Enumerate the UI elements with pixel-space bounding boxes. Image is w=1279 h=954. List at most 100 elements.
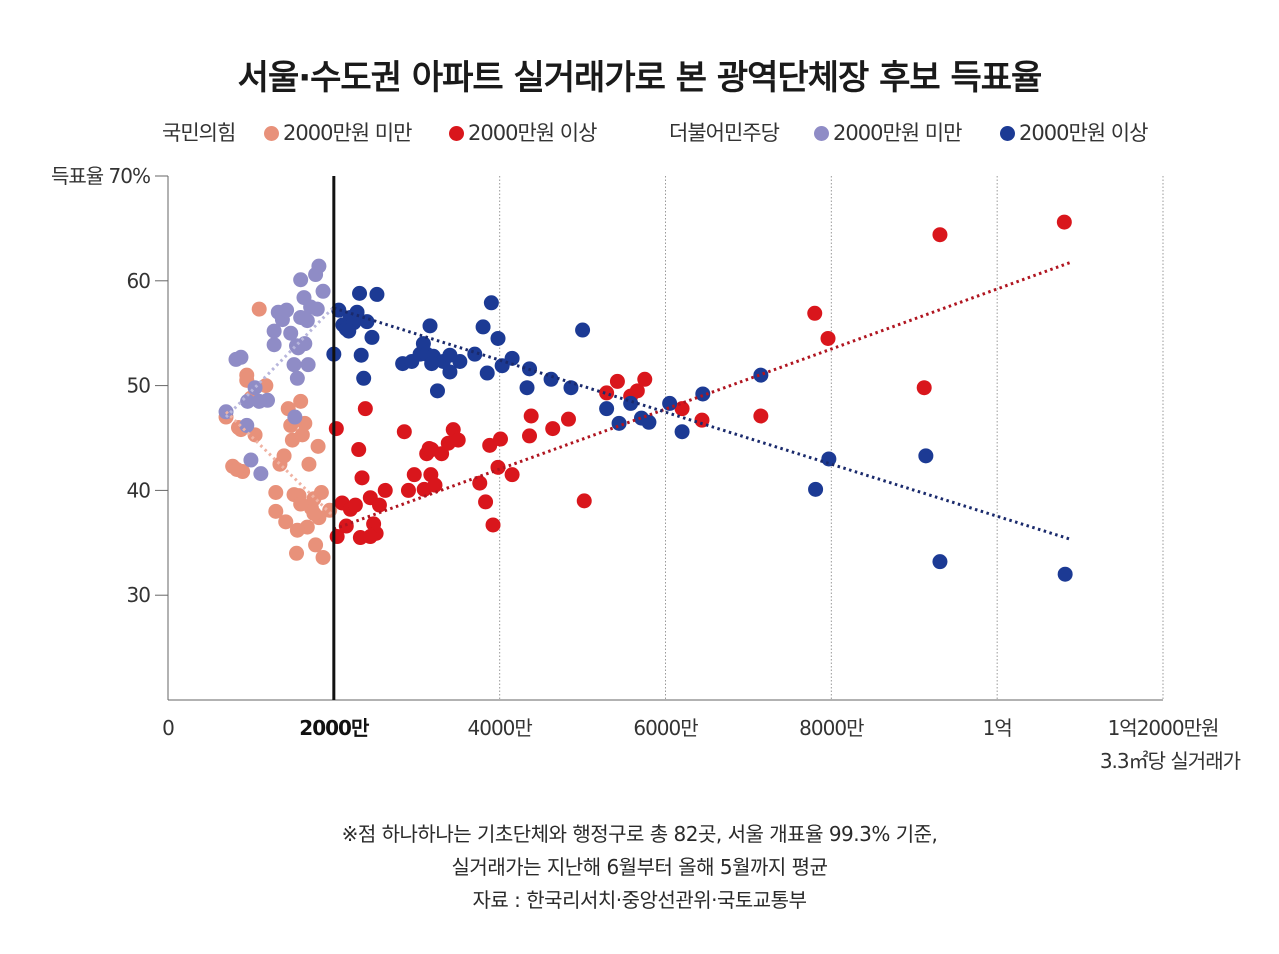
point-s3-36 [599, 401, 615, 417]
x-tick-label-5: 1억 [983, 716, 1012, 740]
point-s1-38 [599, 385, 615, 401]
point-s1-48 [916, 380, 932, 396]
legend-label-ppp-below: 2000만원 미만 [283, 121, 412, 145]
point-s2-25 [299, 313, 315, 329]
point-s2-30 [266, 323, 282, 339]
axis-labels: 30 40 50 60 득표율 70% 0 2000만 4000만 6000만 8000만 1억 1억… [51, 164, 1242, 773]
point-s0-26 [293, 393, 309, 409]
trend-lines [224, 176, 1073, 700]
point-s1-44 [694, 412, 710, 428]
point-s3-34 [563, 380, 579, 396]
point-s0-18 [294, 427, 310, 443]
legend-dot-ppp-above [449, 126, 464, 141]
legend-label-ppp-above: 2000만원 이상 [468, 121, 597, 145]
legend-item-dp-above: 2000만원 이상 [1000, 117, 1148, 147]
point-s1-11 [371, 497, 387, 513]
series-1 [328, 214, 1072, 546]
point-s2-26 [309, 301, 325, 317]
y-tick-label-0: 30 [127, 583, 151, 607]
point-s1-14 [400, 482, 416, 498]
point-s1-49 [932, 227, 948, 243]
trend-line-1 [333, 260, 1073, 531]
point-s1-41 [629, 383, 645, 399]
series-3 [326, 285, 1073, 582]
point-s2-24 [289, 370, 305, 386]
point-s0-30 [306, 505, 322, 521]
point-s1-25 [450, 432, 466, 448]
point-s2-15 [293, 272, 309, 288]
point-s3-11 [364, 329, 380, 345]
y-tick-label-3: 60 [127, 269, 151, 293]
point-s1-51 [328, 421, 344, 437]
point-s1-21 [427, 477, 443, 493]
point-s3-44 [753, 367, 769, 383]
x-tick-label-1: 2000만 [299, 716, 370, 740]
point-s3-42 [674, 424, 690, 440]
point-s2-20 [311, 258, 327, 274]
point-s3-43 [695, 386, 711, 402]
point-s1-45 [753, 408, 769, 424]
point-s3-37 [611, 415, 627, 431]
point-s0-16 [289, 545, 305, 561]
point-s2-8 [266, 337, 282, 353]
point-s0-12 [268, 484, 284, 500]
point-s2-11 [279, 302, 295, 318]
point-s0-14 [278, 514, 294, 530]
footnote-line-2: 실거래가는 지난해 6월부터 올해 5월까지 평균 [451, 855, 828, 879]
point-s3-40 [641, 414, 657, 430]
point-s3-49 [1057, 566, 1073, 582]
point-s1-37 [576, 493, 592, 509]
point-s1-29 [485, 517, 501, 533]
point-s1-26 [472, 475, 488, 491]
legend-item-dp-below: 2000만원 미만 [814, 117, 962, 147]
point-s1-36 [560, 411, 576, 427]
point-s1-4 [347, 497, 363, 513]
point-s3-35 [575, 322, 591, 338]
point-s2-2 [233, 349, 249, 365]
point-s1-34 [523, 408, 539, 424]
point-s1-35 [545, 421, 561, 437]
point-s2-29 [251, 393, 267, 409]
point-s1-50 [1056, 214, 1072, 230]
point-s3-46 [821, 451, 837, 467]
point-s3-8 [353, 347, 369, 363]
point-s3-7 [352, 285, 368, 301]
x-tick-label-4: 8000만 [799, 716, 864, 740]
point-s3-12 [369, 286, 385, 302]
x-axis-title: 3.3㎡당 실거래가 [1100, 749, 1241, 773]
point-s0-23 [315, 549, 331, 565]
point-s3-22 [442, 364, 458, 380]
point-s1-33 [522, 428, 538, 444]
x-tick-label-2: 4000만 [468, 716, 533, 740]
trend-line-2 [224, 305, 335, 419]
point-s2-5 [247, 380, 263, 396]
point-s1-53 [362, 529, 378, 545]
point-s3-38 [623, 395, 639, 411]
point-s3-26 [479, 365, 495, 381]
point-s1-7 [357, 401, 373, 417]
point-s1-39 [609, 373, 625, 389]
legend-label-dp-below: 2000만원 미만 [833, 121, 962, 145]
chart-title: 서울·수도권 아파트 실거래가로 본 광역단체장 후보 득표율 [237, 58, 1043, 98]
x-tick-label-6: 1억2000만원 [1108, 716, 1219, 740]
legend-dot-dp-above [1000, 126, 1015, 141]
legend-dot-dp-below [814, 126, 829, 141]
legend: 국민의힘 2000만원 미만 2000만원 이상 더불어민주당 2000만원 미… [0, 117, 1279, 147]
point-s0-37 [276, 448, 292, 464]
point-s3-6 [349, 304, 365, 320]
point-s0-35 [313, 484, 329, 500]
point-s3-47 [918, 448, 934, 464]
point-s2-4 [243, 452, 259, 468]
point-s1-6 [354, 470, 370, 486]
point-s3-31 [519, 380, 535, 396]
legend-item-ppp-above: 2000만원 이상 [449, 117, 597, 147]
point-s3-27 [483, 295, 499, 311]
point-s1-27 [478, 494, 494, 510]
point-s0-7 [251, 301, 267, 317]
y-tick-label-1: 40 [127, 478, 151, 502]
point-s0-24 [268, 503, 284, 519]
point-s3-28 [490, 330, 506, 346]
point-s3-24 [467, 346, 483, 362]
point-s1-47 [820, 330, 836, 346]
data-points [218, 214, 1073, 582]
